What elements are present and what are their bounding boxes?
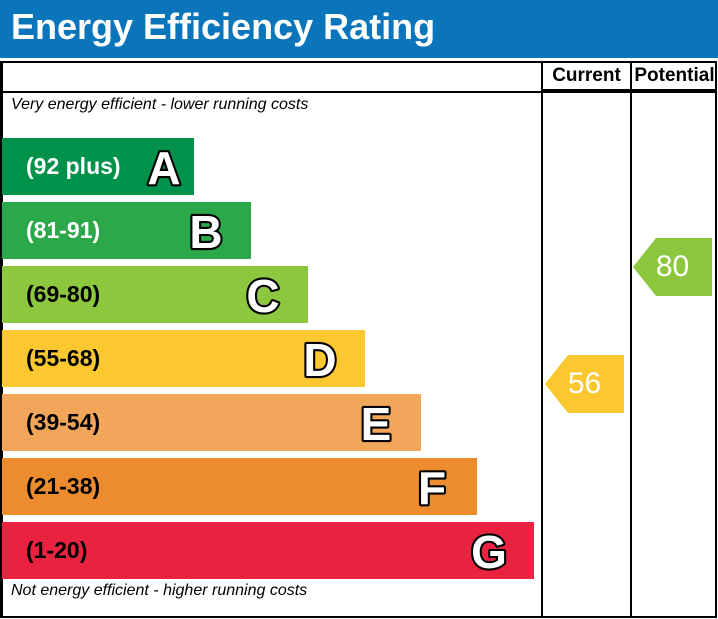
svg-text:A: A	[147, 142, 180, 194]
svg-text:F: F	[418, 462, 446, 514]
svg-text:C: C	[246, 270, 279, 322]
svg-text:E: E	[361, 398, 392, 450]
svg-text:B: B	[189, 206, 222, 258]
svg-text:D: D	[303, 334, 336, 386]
svg-text:G: G	[471, 526, 507, 578]
